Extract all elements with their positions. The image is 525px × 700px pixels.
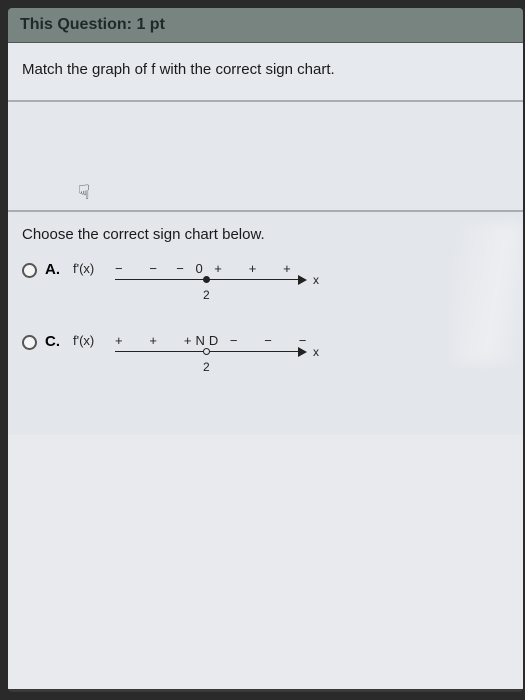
- x-label-c: x: [313, 345, 319, 359]
- choose-label: Choose the correct sign chart below.: [22, 226, 509, 243]
- tick-label-c: 2: [203, 360, 210, 374]
- radio-a[interactable]: [22, 263, 37, 278]
- arrow-icon: [298, 275, 307, 285]
- axis-c: 2 x: [115, 351, 305, 352]
- x-label-a: x: [313, 273, 319, 287]
- option-a-letter: A.: [45, 261, 63, 278]
- option-c-letter: C.: [45, 333, 63, 350]
- question-header: This Question: 1 pt: [8, 8, 523, 43]
- arrow-icon: [298, 347, 307, 357]
- fx-c: f'(x): [73, 333, 94, 348]
- graph-area: ☟: [8, 102, 523, 212]
- signchart-c: f'(x) + + +ND − − − 2 x: [73, 333, 333, 377]
- question-section: Match the graph of f with the correct si…: [8, 43, 523, 102]
- signchart-a: f'(x) − − − 0 + + + 2 x: [73, 261, 333, 305]
- option-a[interactable]: A. f'(x) − − − 0 + + + 2 x: [22, 261, 509, 305]
- option-c[interactable]: C. f'(x) + + +ND − − − 2 x: [22, 333, 509, 377]
- tick-label-a: 2: [203, 288, 210, 302]
- content-area: Match the graph of f with the correct si…: [8, 43, 523, 689]
- axis-a: 2 x: [115, 279, 305, 280]
- quiz-screen: This Question: 1 pt Match the graph of f…: [8, 8, 523, 692]
- tick-c: [203, 348, 210, 355]
- radio-c[interactable]: [22, 335, 37, 350]
- tick-a: [203, 276, 210, 283]
- signs-c: + + +ND − − −: [115, 333, 310, 348]
- signs-a: − − − 0 + + +: [115, 261, 295, 276]
- question-prompt: Match the graph of f with the correct si…: [22, 61, 509, 78]
- answers-section: Choose the correct sign chart below. A. …: [8, 212, 523, 435]
- hand-cursor-icon: ☟: [78, 180, 90, 205]
- header-title: This Question: 1 pt: [20, 16, 165, 33]
- fx-a: f'(x): [73, 261, 94, 276]
